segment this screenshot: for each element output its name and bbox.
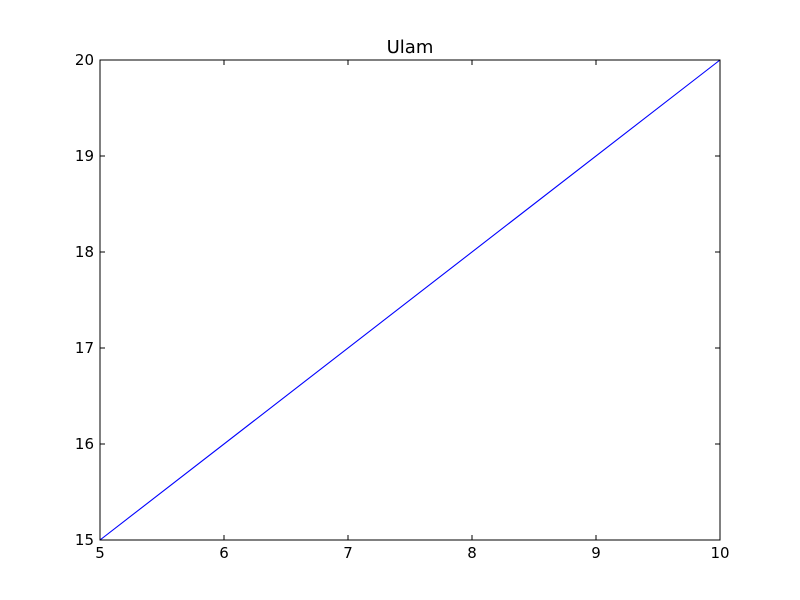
x-tick-label: 7: [343, 544, 353, 562]
chart-title: Ulam: [387, 37, 434, 58]
y-tick-label: 18: [75, 243, 94, 261]
y-tick-label: 16: [75, 435, 94, 453]
x-tick-label: 10: [710, 544, 729, 562]
y-tick-label: 19: [75, 147, 94, 165]
plot-frame: [99, 59, 721, 541]
x-tick-label: 6: [219, 544, 229, 562]
x-tick-label: 9: [591, 544, 601, 562]
series-layer: [99, 59, 721, 541]
x-tick-label: 8: [467, 544, 477, 562]
series-line-0: [99, 59, 721, 541]
x-tick-label: 5: [95, 544, 105, 562]
y-tick-label: 15: [75, 531, 94, 549]
y-tick-label: 17: [75, 339, 94, 357]
y-tick-label: 20: [75, 51, 94, 69]
